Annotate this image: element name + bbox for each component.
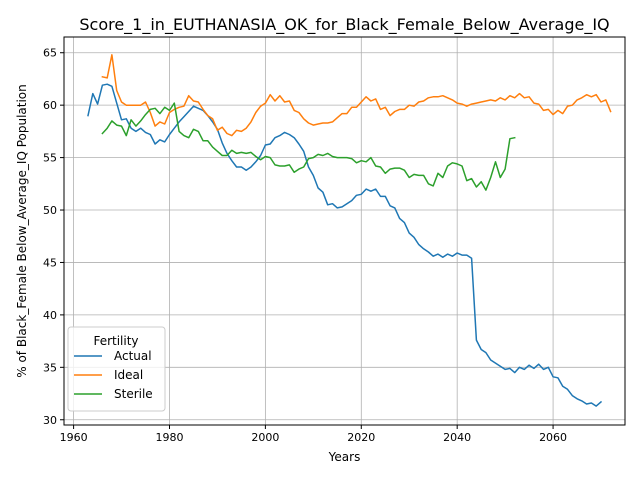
legend: Fertility Actual Ideal Sterile <box>67 326 166 412</box>
legend-box <box>67 326 166 412</box>
x-tick-label: 2000 <box>251 431 279 444</box>
series-line-ideal <box>101 54 612 137</box>
x-axis: 1960 1980 2000 2020 2040 2060 <box>60 425 567 444</box>
series-line-actual <box>87 83 603 407</box>
x-tick-label: 1960 <box>60 431 88 444</box>
y-tick-label: 40 <box>43 309 57 322</box>
plot-frame <box>63 36 626 426</box>
y-tick-label: 30 <box>43 414 57 427</box>
series-line-sterile <box>101 102 516 191</box>
legend-label-sterile: Sterile <box>114 387 153 401</box>
x-tick-label: 2020 <box>347 431 375 444</box>
legend-title: Fertility <box>93 334 138 348</box>
x-axis-label: Years <box>328 450 361 464</box>
x-tick-label: 1980 <box>155 431 183 444</box>
series-lines <box>87 54 612 407</box>
x-tick-label: 2060 <box>539 431 567 444</box>
y-tick-label: 50 <box>43 204 57 217</box>
y-axis-label: % of Black_Female Below_Average_IQ Popul… <box>15 84 29 378</box>
legend-label-ideal: Ideal <box>114 368 143 382</box>
y-tick-label: 55 <box>43 152 57 165</box>
chart-title: Score_1_in_EUTHANASIA_OK_for_Black_Femal… <box>79 15 609 35</box>
legend-label-actual: Actual <box>114 349 152 363</box>
x-tick-label: 2040 <box>443 431 471 444</box>
y-tick-label: 65 <box>43 47 57 60</box>
legend-items: Actual Ideal Sterile <box>74 349 153 401</box>
y-axis: 30 35 40 45 50 55 60 65 <box>43 47 64 427</box>
y-tick-label: 60 <box>43 99 57 112</box>
y-tick-label: 45 <box>43 256 57 269</box>
y-tick-label: 35 <box>43 361 57 374</box>
